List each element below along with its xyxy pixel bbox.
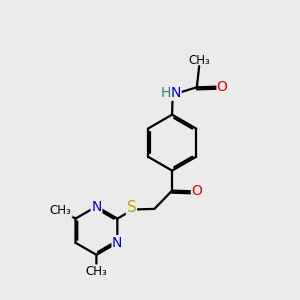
Text: H: H <box>161 86 171 100</box>
Text: CH₃: CH₃ <box>85 266 107 278</box>
Text: O: O <box>217 80 228 94</box>
Text: N: N <box>112 236 122 250</box>
Text: S: S <box>127 200 136 214</box>
Text: CH₃: CH₃ <box>50 203 72 217</box>
Text: O: O <box>191 184 202 198</box>
Text: N: N <box>91 200 102 214</box>
Text: CH₃: CH₃ <box>188 54 210 67</box>
Text: N: N <box>171 86 181 100</box>
